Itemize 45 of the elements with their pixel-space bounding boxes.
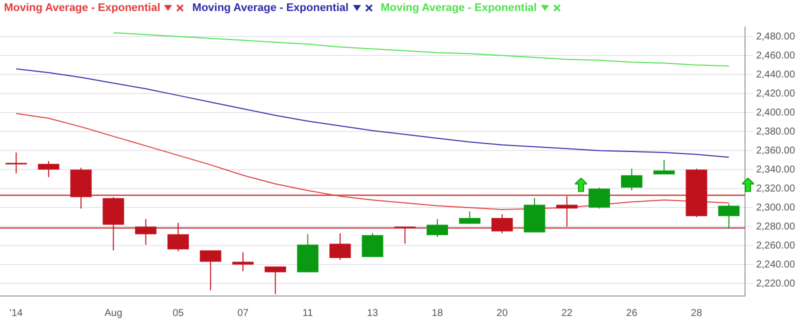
legend-label: Moving Average - Exponential [192,2,349,14]
legend-label: Moving Average - Exponential [380,2,537,14]
candlestick [621,168,642,191]
x-tick-label: Aug [104,308,122,319]
y-tick-label: 2,420.00 [756,88,796,100]
y-tick-label: 2,260.00 [756,240,796,252]
candlestick [556,196,578,228]
candlestick [38,160,60,178]
x-tick-label: 11 [302,308,314,319]
candlestick [459,210,480,224]
y-tick-label: 2,220.00 [756,278,796,290]
x-tick-label: 26 [626,308,638,319]
candlestick [362,232,384,258]
legend-label: Moving Average - Exponential [4,2,160,14]
x-tick-label: '14 [10,308,24,319]
y-tick-label: 2,460.00 [756,50,796,62]
x-tick-label: 13 [366,308,379,319]
y-tick-label: 2,400.00 [756,107,796,118]
x-tick-label: 22 [561,308,573,319]
y-tick-label: 2,440.00 [756,69,796,80]
y-tick-label: 2,380.00 [756,126,796,138]
y-tick-label: 2,320.00 [756,183,796,194]
candlestick [653,160,675,175]
candlestick [200,250,222,291]
y-tick-label: 2,280.00 [756,221,796,232]
x-tick-label: 07 [237,308,249,319]
candlestick [394,226,416,244]
y-tick-label: 2,480.00 [756,31,796,42]
candlestick [135,218,156,246]
y-tick-label: 2,240.00 [756,259,796,270]
candlestick [167,222,189,252]
candlestick [491,214,513,234]
candlestick [718,203,740,230]
x-tick-label: 20 [496,308,508,319]
candlestick [426,218,448,238]
candlestick [588,187,610,210]
candlestick [329,232,351,260]
y-tick-label: 2,300.00 [756,202,796,214]
y-tick-label: 2,360.00 [756,145,796,156]
candlestick [6,152,27,174]
y-tick-label: 2,340.00 [756,164,796,176]
x-tick-label: 28 [690,308,702,319]
x-tick-label: 18 [432,308,444,319]
x-tick-label: 05 [172,308,184,319]
candlestick [264,266,286,295]
